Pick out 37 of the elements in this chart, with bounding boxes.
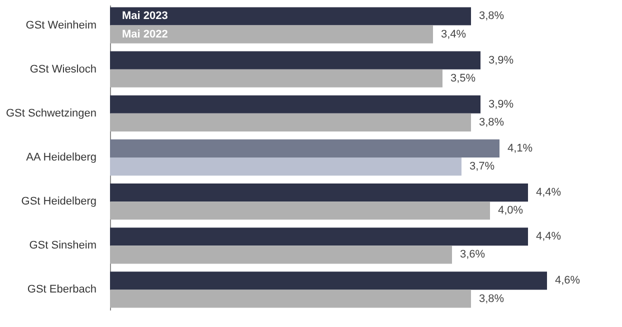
bar (110, 25, 433, 44)
bar (110, 202, 490, 220)
data-label: 3,9% (488, 98, 514, 110)
y-tick-label: GSt Sinsheim (29, 240, 96, 252)
data-label: 3,9% (488, 54, 514, 66)
bar (110, 95, 480, 114)
y-tick-label: AA Heidelberg (26, 152, 96, 164)
series-label: Mai 2022 (122, 28, 168, 40)
data-label: 4,6% (555, 274, 580, 287)
series-label: Mai 2023 (122, 10, 168, 22)
data-label: 3,8% (479, 116, 504, 128)
bar (110, 158, 462, 176)
bar (110, 113, 471, 132)
data-label: 3,7% (470, 160, 495, 173)
bar (110, 290, 471, 308)
bar (110, 139, 500, 158)
data-label: 4,1% (508, 142, 533, 154)
y-tick-label: GSt Heidelberg (21, 196, 96, 208)
data-label: 3,8% (479, 292, 504, 305)
data-label: 4,0% (498, 204, 524, 217)
data-label: 3,6% (460, 248, 486, 261)
y-tick-label: GSt Weinheim (26, 19, 96, 32)
data-label: 4,4% (536, 186, 562, 199)
bar (110, 69, 442, 88)
data-label: 4,4% (536, 230, 562, 243)
bar (110, 184, 528, 202)
bar (110, 7, 471, 26)
bar (110, 51, 480, 70)
bar (110, 272, 547, 290)
data-label: 3,8% (479, 10, 504, 22)
y-tick-label: GSt Schwetzingen (6, 107, 96, 120)
y-tick-label: GSt Eberbach (27, 284, 96, 296)
data-label: 3,5% (450, 72, 476, 84)
y-tick-label: GSt Wiesloch (30, 63, 96, 76)
data-label: 3,4% (441, 28, 466, 40)
bar (110, 228, 528, 246)
bar (110, 246, 452, 264)
